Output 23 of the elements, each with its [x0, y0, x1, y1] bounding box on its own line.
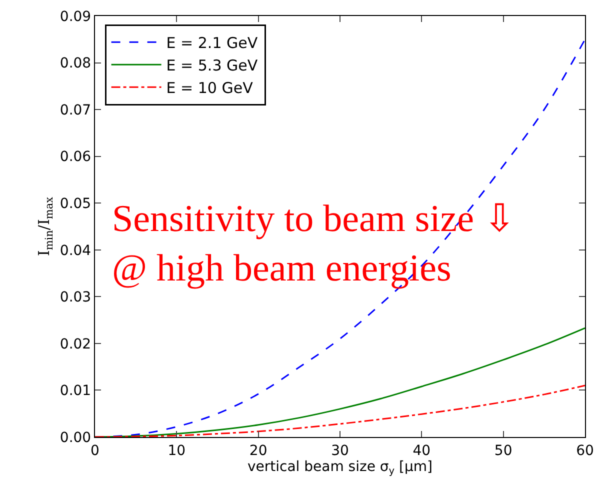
y-tick-label: 0.00: [60, 430, 92, 446]
line-series: [95, 384, 585, 437]
y-tick-label: 0.09: [60, 8, 92, 25]
y-tick-label: 0.04: [60, 242, 92, 259]
legend-label: E = 5.3 GeV: [166, 56, 258, 75]
x-axis-title: vertical beam size σ$_{y}$ [μm]: [247, 458, 433, 477]
x-tick-label: 40: [412, 442, 431, 459]
y-tick-label: 0.03: [60, 290, 92, 306]
legend-label: E = 2.1 GeV: [166, 34, 258, 52]
x-tick-label: 0: [90, 442, 100, 459]
legend-label: E = 10 GeV: [166, 79, 254, 98]
y-tick-label: 0.02: [60, 336, 92, 352]
x-tick-label: 10: [168, 442, 186, 459]
x-tick-label: 60: [576, 442, 594, 459]
y-tick-label: 0.05: [60, 196, 92, 212]
annotation: Sensitivity to beam size ⇩ @ high beam energies: [112, 198, 516, 290]
y-tick-label: 0.08: [60, 56, 92, 72]
x-tick-label: 50: [494, 442, 512, 459]
y-tick-label: 0.07: [60, 102, 92, 118]
y-tick-label: 0.06: [60, 149, 92, 166]
x-tick-label: 30: [331, 442, 349, 459]
x-tick-label: 20: [249, 442, 268, 459]
y-tick-label: 0.01: [60, 383, 92, 400]
